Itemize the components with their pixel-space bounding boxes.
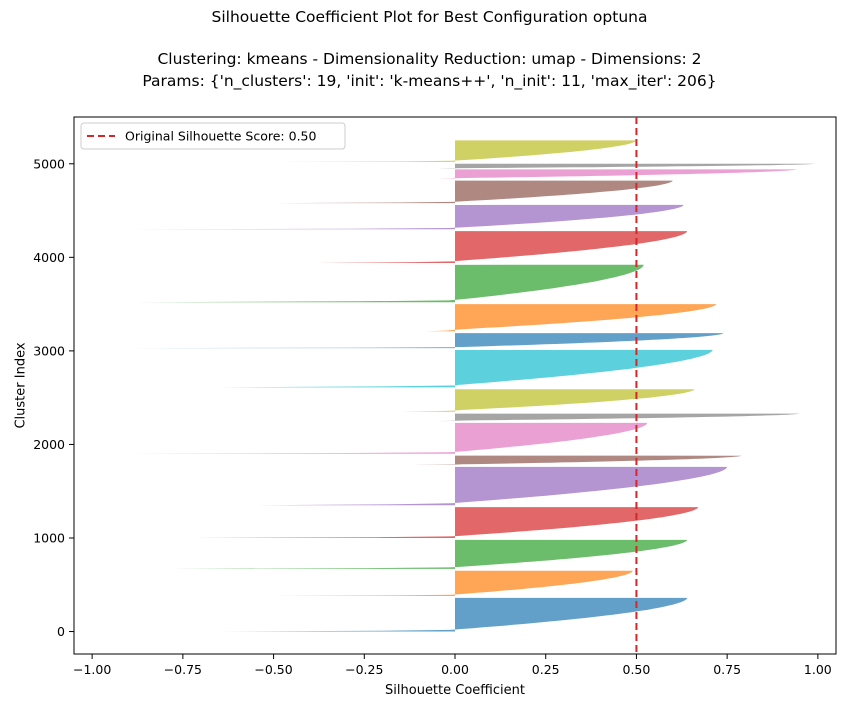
x-tick-label: −0.25 — [345, 662, 383, 677]
y-axis-ticks: 0 1000 2000 3000 4000 5000 — [33, 156, 74, 639]
cluster-13-silhouette — [317, 231, 688, 263]
cluster-9-silhouette — [219, 349, 713, 388]
x-tick-label: −0.75 — [164, 662, 202, 677]
x-tick-label: 1.00 — [804, 662, 832, 677]
legend: Original Silhouette Score: 0.50 — [80, 122, 346, 150]
cluster-8-silhouette — [400, 389, 695, 412]
x-tick-label: 0.25 — [532, 662, 560, 677]
y-tick-label: 0 — [57, 624, 65, 639]
plot-area — [110, 140, 815, 632]
cluster-2-silhouette — [172, 539, 688, 569]
y-tick-label: 3000 — [33, 343, 65, 358]
cluster-12-silhouette — [135, 264, 644, 303]
chart-subtitle-line-2: Params: {'n_clusters': 19, 'init': 'k-me… — [142, 72, 717, 90]
cluster-7-silhouette — [436, 413, 800, 422]
x-tick-label: 0.50 — [623, 662, 651, 677]
cluster-3-silhouette — [193, 507, 699, 538]
x-axis-label: Silhouette Coefficient — [385, 683, 525, 698]
cluster-5-silhouette — [411, 455, 742, 466]
legend-box — [80, 122, 346, 150]
cluster-1-silhouette — [273, 570, 633, 596]
cluster-6-silhouette — [121, 422, 648, 454]
y-tick-label: 2000 — [33, 437, 65, 452]
cluster-4-silhouette — [255, 466, 728, 506]
cluster-17-silhouette — [436, 163, 815, 169]
chart-title: Silhouette Coefficient Plot for Best Con… — [211, 8, 648, 26]
x-tick-label: −1.00 — [73, 662, 111, 677]
cluster-14-silhouette — [121, 204, 684, 230]
y-tick-label: 4000 — [33, 250, 65, 265]
plot-frame — [73, 116, 837, 655]
x-axis-ticks: −1.00 −0.75 −0.50 −0.25 0.00 0.25 0.50 0.75 1.00 — [73, 654, 832, 677]
y-tick-label: 1000 — [33, 530, 65, 545]
cluster-10-silhouette — [110, 333, 724, 349]
cluster-11-silhouette — [426, 304, 717, 332]
x-tick-label: −0.50 — [254, 662, 292, 677]
y-axis-label: Cluster Index — [14, 342, 29, 428]
x-tick-label: 0.00 — [441, 662, 469, 677]
cluster-16-silhouette — [436, 169, 797, 179]
cluster-15-silhouette — [273, 180, 673, 204]
legend-label: Original Silhouette Score: 0.50 — [125, 129, 316, 144]
x-tick-label: 0.75 — [713, 662, 741, 677]
cluster-0-silhouette — [219, 597, 688, 632]
cluster-18-silhouette — [280, 140, 637, 162]
y-tick-label: 5000 — [33, 156, 65, 171]
chart-subtitle-line-1: Clustering: kmeans - Dimensionality Redu… — [157, 50, 702, 68]
